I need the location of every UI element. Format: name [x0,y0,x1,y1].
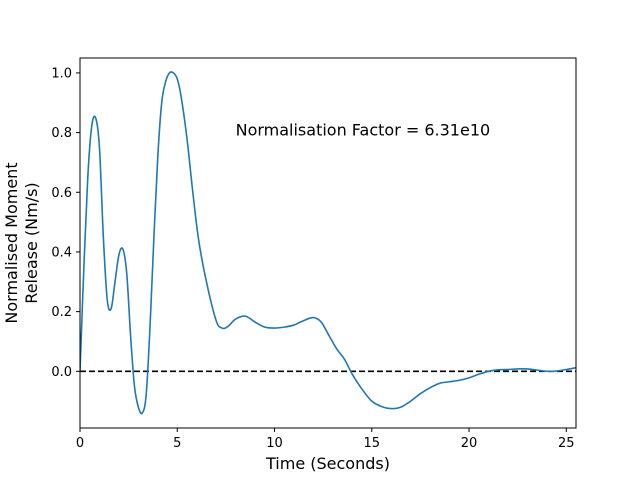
y-tick-label: 0.6 [51,186,72,201]
x-tick-label: 25 [558,436,575,451]
y-tick-label: 0.8 [51,126,72,141]
y-axis-title-line-2: Release (Nm/s) [22,182,41,303]
axes-frame [79,57,577,429]
y-axis-title-line-1: Normalised Moment [2,162,21,323]
x-tick-label: 15 [363,436,380,451]
y-tick-label: 0.2 [51,305,72,320]
plot-area [80,71,576,415]
normalisation-factor-annotation: Normalisation Factor = 6.31e10 [236,121,491,140]
x-tick-label: 10 [266,436,283,451]
y-tick-label: 1.0 [51,66,72,81]
y-tick-label: 0.0 [51,365,72,380]
x-tick-label: 5 [173,436,181,451]
x-axis-title: Time (Seconds) [265,454,390,473]
x-tick-label: 20 [461,436,478,451]
series-line-0 [80,71,576,415]
x-tick-label: 0 [76,436,84,451]
x-axis-ticks: 0 5 10 15 20 25 [76,428,575,451]
y-tick-label: 0.4 [51,245,72,260]
y-axis-ticks: 0.0 0.2 0.4 0.6 0.8 1.0 [51,66,80,380]
